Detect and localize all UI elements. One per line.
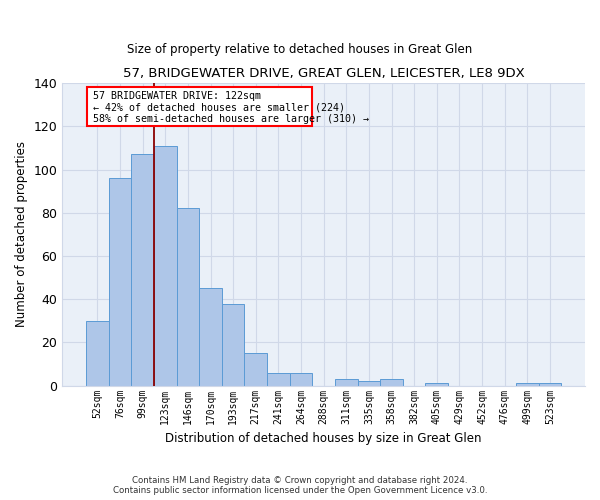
- Bar: [290, 372, 313, 386]
- Bar: [539, 384, 561, 386]
- Text: Size of property relative to detached houses in Great Glen: Size of property relative to detached ho…: [127, 42, 473, 56]
- FancyBboxPatch shape: [86, 88, 313, 126]
- Text: 57 BRIDGEWATER DRIVE: 122sqm: 57 BRIDGEWATER DRIVE: 122sqm: [93, 90, 261, 101]
- Bar: [176, 208, 199, 386]
- Bar: [335, 379, 358, 386]
- Text: 58% of semi-detached houses are larger (310) →: 58% of semi-detached houses are larger (…: [93, 114, 369, 124]
- Bar: [358, 382, 380, 386]
- Bar: [425, 384, 448, 386]
- Bar: [131, 154, 154, 386]
- Text: Contains HM Land Registry data © Crown copyright and database right 2024.
Contai: Contains HM Land Registry data © Crown c…: [113, 476, 487, 495]
- Bar: [222, 304, 244, 386]
- Y-axis label: Number of detached properties: Number of detached properties: [15, 142, 28, 328]
- Bar: [154, 146, 176, 386]
- Bar: [244, 353, 267, 386]
- Bar: [516, 384, 539, 386]
- Bar: [109, 178, 131, 386]
- Title: 57, BRIDGEWATER DRIVE, GREAT GLEN, LEICESTER, LE8 9DX: 57, BRIDGEWATER DRIVE, GREAT GLEN, LEICE…: [123, 68, 524, 80]
- Bar: [86, 321, 109, 386]
- X-axis label: Distribution of detached houses by size in Great Glen: Distribution of detached houses by size …: [166, 432, 482, 445]
- Bar: [267, 372, 290, 386]
- Text: ← 42% of detached houses are smaller (224): ← 42% of detached houses are smaller (22…: [93, 102, 345, 113]
- Bar: [380, 379, 403, 386]
- Bar: [199, 288, 222, 386]
